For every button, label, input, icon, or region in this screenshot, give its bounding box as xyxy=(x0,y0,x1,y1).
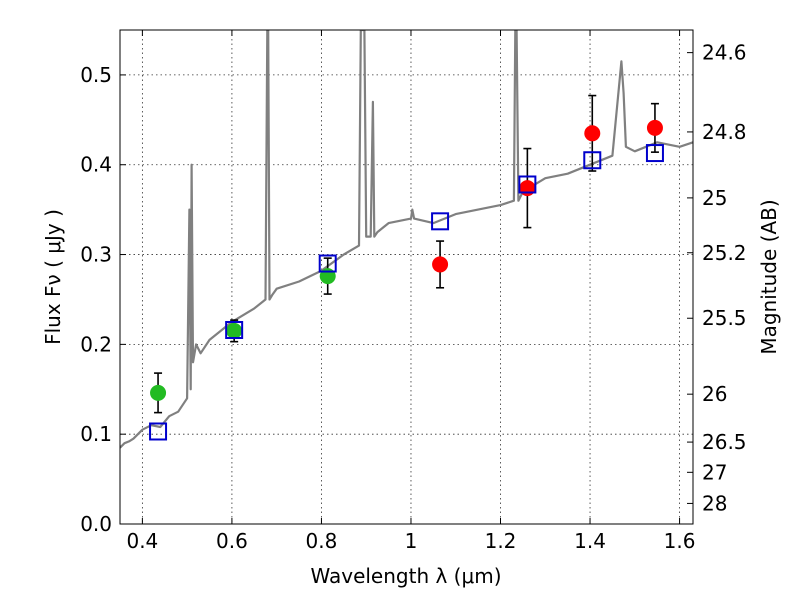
green-point xyxy=(226,322,243,339)
x-tick-label: 1.2 xyxy=(485,529,517,553)
model-square xyxy=(431,212,450,231)
axes: 0.4 0.6 0.8 1 1.2 1.4 1.6 0.0 0.1 0.2 0.3 0.4 0.5 24.… xyxy=(80,30,747,553)
model-square xyxy=(318,254,337,273)
y-tick-label: 0.2 xyxy=(80,332,112,356)
y-tick-label: 0.1 xyxy=(80,422,112,446)
y2-axis-label: Magnitude (AB) xyxy=(757,199,781,354)
mag-tick-label: 25.5 xyxy=(702,306,747,330)
mag-tick-label: 27 xyxy=(702,460,727,484)
y-tick-label: 0.4 xyxy=(80,153,112,177)
plot-frame xyxy=(119,29,694,525)
mag-tick-label: 26.5 xyxy=(702,430,747,454)
grid-lines xyxy=(120,30,693,525)
plot-area xyxy=(120,30,693,449)
green-point xyxy=(319,268,336,285)
y-tick-label: 0.0 xyxy=(80,512,112,536)
model-square xyxy=(225,320,244,339)
mag-tick-label: 24.6 xyxy=(702,41,747,65)
red-point xyxy=(646,119,663,136)
mag-tick-label: 24.8 xyxy=(702,120,747,144)
red-point xyxy=(584,125,601,142)
y-axis-label: Flux Fν ( μJy ) xyxy=(41,209,65,345)
green-point xyxy=(150,384,167,401)
y-tick-label: 0.5 xyxy=(80,63,112,87)
model-square xyxy=(149,422,168,441)
model-square xyxy=(518,175,537,194)
mag-tick-label: 25 xyxy=(702,186,727,210)
x-tick-label: 0.8 xyxy=(306,529,338,553)
model-square xyxy=(583,151,602,170)
y-tick-label: 0.3 xyxy=(80,243,112,267)
x-tick-label: 0.6 xyxy=(216,529,248,553)
x-axis-label: Wavelength λ (μm) xyxy=(310,564,501,588)
x-tick-label: 1.6 xyxy=(664,529,696,553)
x-tick-label: 1.4 xyxy=(574,529,606,553)
x-tick-label: 0.4 xyxy=(126,529,158,553)
mag-tick-label: 28 xyxy=(702,491,727,515)
model-square xyxy=(645,144,664,163)
red-point xyxy=(432,256,449,273)
red-point xyxy=(519,180,536,197)
mag-tick-label: 26 xyxy=(702,382,727,406)
x-tick-label: 1 xyxy=(405,529,418,553)
mag-tick-label: 25.2 xyxy=(702,241,747,265)
sed-spectrum-line xyxy=(120,30,693,449)
